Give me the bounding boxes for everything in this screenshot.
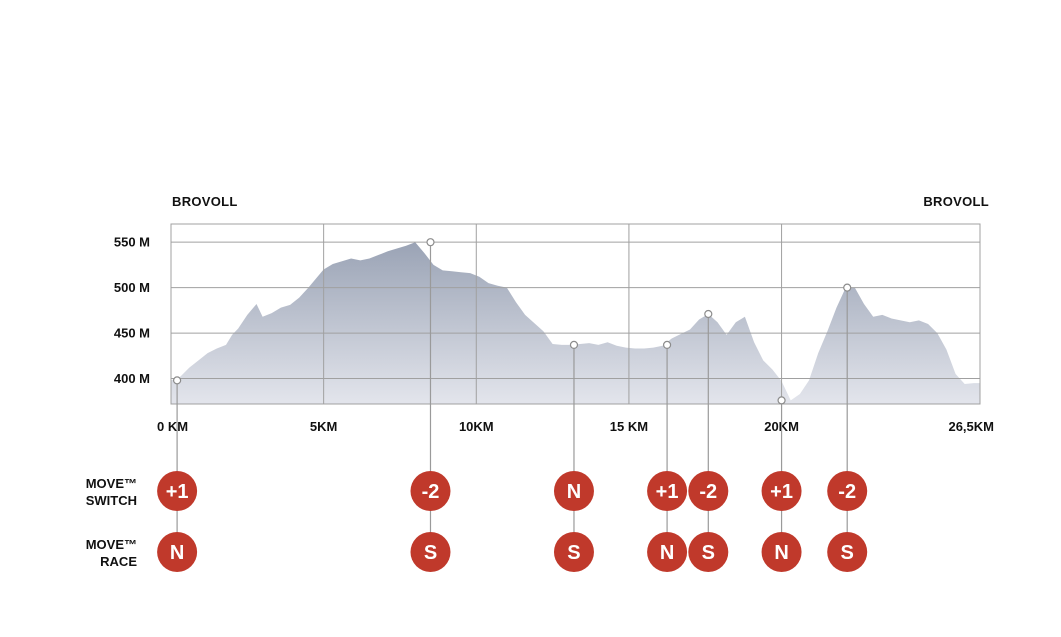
marker: -2 S [688, 309, 729, 572]
profile-point [843, 283, 852, 292]
switch-badge [157, 471, 198, 511]
row-label-race-line2: RACE [100, 554, 137, 569]
x-tick-label: 5KM [310, 419, 337, 434]
race-badge-label: S [567, 542, 580, 564]
switch-badge-label: +1 [770, 481, 793, 503]
switch-badge [688, 471, 729, 511]
x-tick-label: 26,5KM [948, 419, 994, 434]
x-tick-label: 10KM [459, 419, 494, 434]
y-tick-label: 550 M [114, 235, 150, 250]
x-tick-label: 0 KM [157, 419, 188, 434]
race-badge-label: N [660, 542, 674, 564]
profile-point [662, 340, 672, 350]
row-label-switch-line2: SWITCH [86, 493, 137, 508]
marker: +1 N [157, 376, 198, 572]
y-axis: 400 M 450 M 500 M 550 M [114, 235, 150, 386]
marker: NS [553, 340, 594, 572]
switch-badge-label: -2 [422, 481, 440, 503]
profile-point [569, 340, 579, 350]
y-tick-label: 450 M [114, 326, 150, 341]
switch-badge [553, 471, 594, 511]
race-badge-label: S [702, 542, 715, 564]
marker: +1 N [761, 396, 802, 572]
race-badge [410, 532, 451, 572]
race-badge [688, 532, 729, 572]
race-badge-label: S [424, 542, 437, 564]
marker: +1 N [647, 340, 688, 572]
switch-badge-label: -2 [699, 481, 717, 503]
profile-point [777, 396, 786, 405]
profile-point [173, 376, 182, 385]
race-badge-label: N [170, 542, 184, 564]
profile-point [426, 238, 435, 247]
switch-badge [761, 471, 802, 511]
race-badge-label: N [774, 542, 788, 564]
y-tick-label: 500 M [114, 280, 150, 295]
race-badge [827, 532, 868, 572]
switch-badge-label: N [567, 481, 581, 503]
switch-badge [827, 471, 868, 511]
switch-badge-label: -2 [838, 481, 856, 503]
marker: -2 S [827, 283, 868, 572]
profile-point [704, 309, 713, 319]
switch-badge-label: +1 [656, 481, 679, 503]
race-badge [157, 532, 198, 572]
race-badge [553, 532, 594, 572]
grid [171, 224, 980, 404]
elevation-area [171, 242, 980, 404]
switch-badge-label: +1 [166, 481, 189, 503]
row-label-switch: MOVE™ SWITCH [86, 476, 137, 508]
row-label-switch-line1: MOVE™ [86, 476, 137, 491]
race-badge [761, 532, 802, 572]
start-place-label: BROVOLL [172, 194, 238, 209]
end-place-label: BROVOLL [923, 194, 989, 209]
race-badge [647, 532, 688, 572]
marker: -2 S [410, 238, 451, 572]
switch-badge [647, 471, 688, 511]
x-tick-label: 15 KM [610, 419, 648, 434]
switch-badge [410, 471, 451, 511]
row-label-race-line1: MOVE™ [86, 537, 137, 552]
plot-frame [170, 223, 981, 405]
race-badge-label: S [841, 542, 854, 564]
x-axis: 0 KM 5KM 10KM 15 KM 20KM 26,5KM [157, 419, 994, 434]
y-tick-label: 400 M [114, 371, 150, 386]
row-label-race: MOVE™ RACE [86, 537, 138, 569]
